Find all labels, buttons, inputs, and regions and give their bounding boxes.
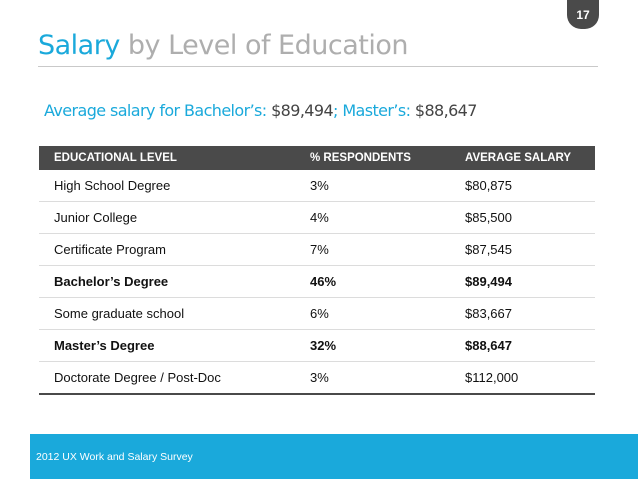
bachelor-value: $89,494 <box>266 101 334 120</box>
subtitle: Average salary for Bachelor’s: $89,494; … <box>44 100 477 122</box>
salary-table: EDUCATIONAL LEVEL % RESPONDENTS AVERAGE … <box>39 146 595 395</box>
title-accent: Salary <box>38 30 120 61</box>
cell-level: Master’s Degree <box>39 329 295 362</box>
table-row: Certificate Program 7% $87,545 <box>39 233 595 266</box>
cell-salary: $87,545 <box>450 233 595 266</box>
header-average-salary: AVERAGE SALARY <box>450 146 595 170</box>
cell-level: Bachelor’s Degree <box>39 265 295 298</box>
master-value: $88,647 <box>410 101 478 120</box>
cell-salary: $112,000 <box>450 361 595 395</box>
footer-text: 2012 UX Work and Salary Survey <box>36 451 193 463</box>
cell-salary: $80,875 <box>450 170 595 202</box>
cell-salary: $85,500 <box>450 201 595 234</box>
header-educational-level: EDUCATIONAL LEVEL <box>39 146 295 170</box>
cell-level: Doctorate Degree / Post-Doc <box>39 361 295 395</box>
header-respondents: % RESPONDENTS <box>295 146 450 170</box>
slide-title: Salary by Level of Education <box>38 28 408 64</box>
cell-level: Some graduate school <box>39 297 295 330</box>
cell-respondents: 6% <box>295 297 450 330</box>
cell-salary: $89,494 <box>450 265 595 298</box>
cell-respondents: 7% <box>295 233 450 266</box>
table-row-highlighted: Bachelor’s Degree 46% $89,494 <box>39 265 595 298</box>
cell-level: High School Degree <box>39 170 295 202</box>
table-row: Doctorate Degree / Post-Doc 3% $112,000 <box>39 361 595 395</box>
table-header-row: EDUCATIONAL LEVEL % RESPONDENTS AVERAGE … <box>39 146 595 170</box>
cell-salary: $83,667 <box>450 297 595 330</box>
subtitle-separator: ; <box>333 101 338 120</box>
page-number-badge: 17 <box>567 0 599 29</box>
table-row: Some graduate school 6% $83,667 <box>39 297 595 330</box>
title-divider <box>38 66 598 67</box>
cell-level: Junior College <box>39 201 295 234</box>
cell-level: Certificate Program <box>39 233 295 266</box>
table-row-highlighted: Master’s Degree 32% $88,647 <box>39 329 595 362</box>
cell-respondents: 3% <box>295 170 450 202</box>
master-label: Master’s: <box>337 101 411 120</box>
cell-respondents: 46% <box>295 265 450 298</box>
table-row: High School Degree 3% $80,875 <box>39 170 595 202</box>
footer-bar: 2012 UX Work and Salary Survey <box>30 434 638 479</box>
cell-respondents: 4% <box>295 201 450 234</box>
cell-salary: $88,647 <box>450 329 595 362</box>
cell-respondents: 32% <box>295 329 450 362</box>
table-row: Junior College 4% $85,500 <box>39 201 595 234</box>
cell-respondents: 3% <box>295 361 450 395</box>
bachelor-label: Average salary for Bachelor’s: <box>44 101 267 120</box>
title-rest: by Level of Education <box>119 30 409 61</box>
